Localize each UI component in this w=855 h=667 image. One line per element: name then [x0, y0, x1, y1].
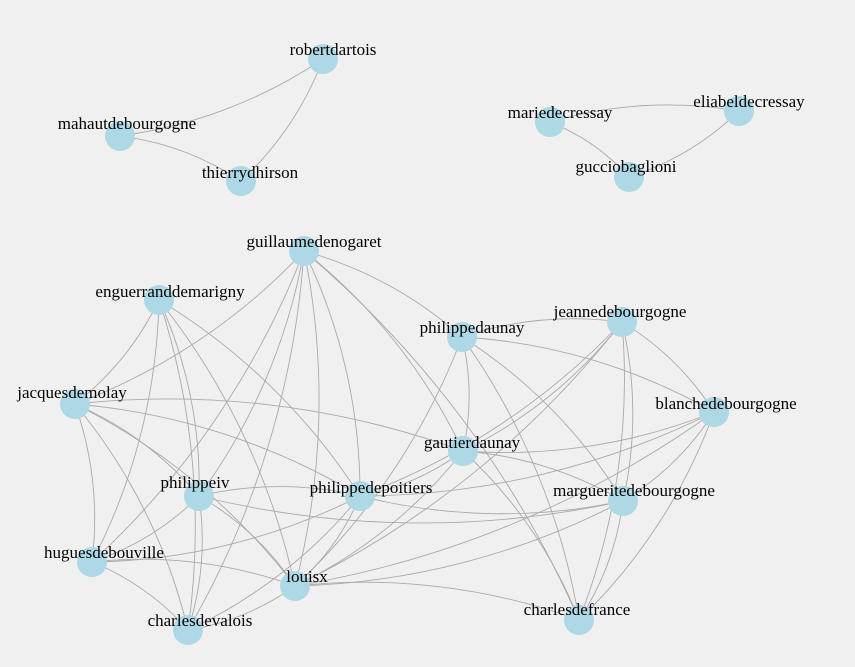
edge-philippedepoitiers-louisx	[294, 495, 361, 587]
edge-enguerranddemarigny-louisx	[158, 299, 296, 587]
node-charlesdefrance[interactable]: charlesdefrance	[524, 600, 631, 635]
edge-gautierdaunay-margueritedebourgogne	[462, 450, 624, 502]
edge-robertdartois-mahautdebourgogne	[119, 58, 324, 137]
edge-jeannedebourgogne-gautierdaunay	[462, 321, 623, 452]
node-thierrydhirson[interactable]: thierrydhirson	[202, 163, 299, 196]
node-circle-eliabeldecressay[interactable]	[724, 96, 754, 126]
edge-enguerranddemarigny-jacquesdemolay	[74, 299, 160, 405]
edge-blanchedebourgogne-charlesdefrance	[578, 411, 715, 621]
node-circle-huguesdebouville[interactable]	[77, 547, 107, 577]
edge-eliabeldecressay-gucciobaglioni	[628, 110, 740, 178]
edge-mariedecressay-eliabeldecressay	[549, 104, 740, 123]
node-circle-mahautdebourgogne[interactable]	[105, 121, 135, 151]
edge-blanchedebourgogne-gautierdaunay	[462, 411, 715, 454]
edge-guillaumedenogaret-huguesdebouville	[91, 250, 305, 563]
node-circle-robertdartois[interactable]	[308, 44, 338, 74]
node-blanchedebourgogne[interactable]: blanchedebourgogne	[655, 394, 797, 427]
edge-jacquesdemolay-charlesdevalois	[74, 403, 189, 631]
edge-guillaumedenogaret-louisx	[294, 250, 320, 587]
edge-jeannedebourgogne-louisx	[294, 321, 623, 587]
node-mahautdebourgogne[interactable]: mahautdebourgogne	[58, 114, 196, 151]
node-circle-gucciobaglioni[interactable]	[614, 162, 644, 192]
edge-jeannedebourgogne-margueritedebourgogne	[621, 321, 634, 502]
node-guillaumedenogaret[interactable]: guillaumedenogaret	[246, 232, 382, 266]
edge-blanchedebourgogne-philippedepoitiers	[359, 411, 715, 497]
edge-huguesdebouville-charlesdevalois	[91, 561, 189, 631]
node-circle-louisx[interactable]	[280, 571, 310, 601]
node-circle-gautierdaunay[interactable]	[448, 436, 478, 466]
edge-jeannedebourgogne-philippedepoitiers	[359, 321, 623, 497]
node-philippedaunay[interactable]: philippedaunay	[420, 318, 525, 352]
node-enguerranddemarigny[interactable]: enguerranddemarigny	[95, 282, 245, 315]
edge-blanchedebourgogne-louisx	[294, 411, 715, 587]
edge-margueritedebourgogne-philippedepoitiers	[359, 495, 624, 515]
node-circle-philippeiv[interactable]	[184, 481, 214, 511]
node-circle-charlesdefrance[interactable]	[564, 605, 594, 635]
node-circle-blanchedebourgogne[interactable]	[699, 397, 729, 427]
nodes-layer: robertdartois mahautdebourgognethierrydhi…	[16, 40, 805, 645]
edge-jacquesdemolay-huguesdebouville	[74, 403, 96, 563]
edge-louisx-charlesdevalois	[187, 585, 296, 631]
edge-philippeiv-philippedepoitiers	[198, 486, 361, 497]
node-circle-jacquesdemolay[interactable]	[60, 389, 90, 419]
edge-enguerranddemarigny-philippedepoitiers	[158, 299, 361, 497]
node-circle-jeannedebourgogne[interactable]	[607, 307, 637, 337]
node-circle-enguerranddemarigny[interactable]	[144, 285, 174, 315]
edge-jacquesdemolay-philippedepoitiers	[74, 403, 361, 497]
edge-enguerranddemarigny-philippeiv	[158, 299, 200, 497]
edge-philippedaunay-charlesdefrance	[461, 336, 580, 621]
edge-guillaumedenogaret-jacquesdemolay	[74, 250, 305, 405]
edge-mahautdebourgogne-thierrydhirson	[119, 135, 242, 182]
edge-louisx-charlesdefrance	[294, 581, 580, 621]
node-charlesdevalois[interactable]: charlesdevalois	[148, 611, 253, 645]
edge-jeannedebourgogne-charlesdefrance	[578, 321, 625, 621]
node-circle-margueritedebourgogne[interactable]	[608, 486, 638, 516]
edge-gautierdaunay-louisx	[294, 450, 464, 587]
node-circle-charlesdevalois[interactable]	[173, 615, 203, 645]
edge-philippedaunay-jeannedebourgogne	[461, 318, 623, 338]
node-eliabeldecressay[interactable]: eliabeldecressay	[693, 92, 805, 126]
node-circle-philippedepoitiers[interactable]	[345, 481, 375, 511]
edge-philippeiv-louisx	[198, 495, 296, 587]
edge-guillaumedenogaret-philippedaunay	[303, 250, 463, 338]
edge-huguesdebouville-louisx	[91, 558, 296, 587]
edge-guillaumedenogaret-charlesdevalois	[187, 250, 305, 631]
edge-guillaumedenogaret-philippedepoitiers	[303, 250, 361, 497]
node-margueritedebourgogne[interactable]: margueritedebourgogne	[553, 481, 715, 516]
edge-jacquesdemolay-gautierdaunay	[74, 398, 464, 452]
edge-enguerranddemarigny-charlesdevalois	[158, 299, 196, 631]
edge-philippedepoitiers-huguesdebouville	[91, 495, 361, 563]
edges-layer	[74, 58, 740, 631]
edge-margueritedebourgogne-philippeiv	[198, 495, 624, 524]
node-philippedepoitiers[interactable]: philippedepoitiers	[310, 478, 433, 511]
node-jeannedebourgogne[interactable]: jeannedebourgogne	[553, 302, 687, 337]
edge-guillaumedenogaret-gautierdaunay	[303, 250, 464, 452]
edge-philippedaunay-blanchedebourgogne	[461, 336, 715, 413]
node-circle-mariedecressay[interactable]	[535, 107, 565, 137]
edge-margueritedebourgogne-louisx	[294, 500, 624, 587]
edge-enguerranddemarigny-huguesdebouville	[91, 299, 160, 563]
node-robertdartois[interactable]: robertdartois	[290, 40, 377, 74]
node-mariedecressay[interactable]: mariedecressay	[508, 103, 613, 137]
node-circle-thierrydhirson[interactable]	[226, 166, 256, 196]
edge-guillaumedenogaret-philippeiv	[198, 250, 305, 497]
edge-philippedepoitiers-charlesdevalois	[187, 495, 361, 631]
edge-philippedaunay-gautierdaunay	[461, 336, 470, 452]
edge-gautierdaunay-philippedepoitiers	[359, 450, 464, 497]
node-huguesdebouville[interactable]: huguesdebouville	[44, 543, 164, 577]
edge-jeannedebourgogne-blanchedebourgogne	[621, 321, 715, 413]
node-circle-guillaumedenogaret[interactable]	[289, 236, 319, 266]
edge-gautierdaunay-charlesdefrance	[462, 450, 580, 621]
edge-blanchedebourgogne-margueritedebourgogne	[622, 411, 715, 502]
edge-guillaumedenogaret-charlesdefrance	[303, 250, 580, 621]
edge-robertdartois-thierrydhirson	[240, 58, 324, 182]
node-circle-philippedaunay[interactable]	[447, 322, 477, 352]
node-gucciobaglioni[interactable]: gucciobaglioni	[575, 157, 677, 192]
